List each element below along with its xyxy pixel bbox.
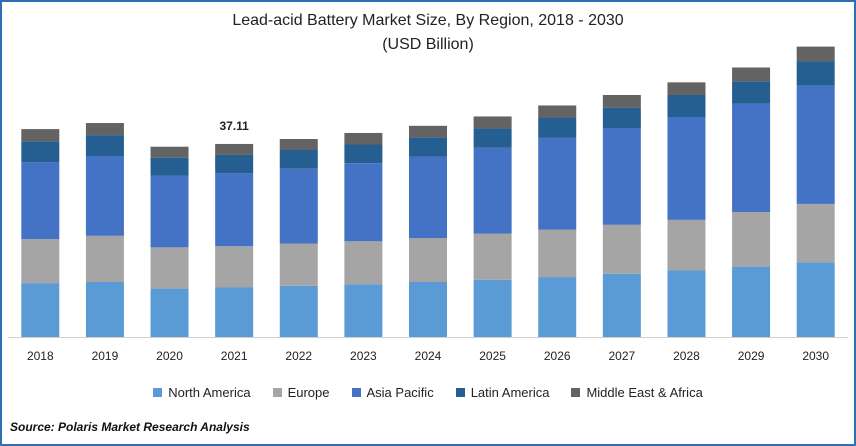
bar-2021-north-america [215,287,254,337]
bar-2018-europe [21,239,60,284]
bar-2029-europe [732,212,771,267]
x-tick-label-2022: 2022 [285,349,312,363]
bar-2028-latin-america [667,95,706,117]
legend-item-latin-america: Latin America [455,385,550,400]
x-tick-label-2021: 2021 [221,349,248,363]
chart-subtitle: (USD Billion) [382,36,474,53]
bar-2025-middle-east-africa [473,116,512,129]
bar-2018-latin-america [21,141,60,163]
chart-legend: North America Europe Asia Pacific Latin Ame… [0,385,856,400]
bar-2025-europe [473,233,512,280]
legend-item-asia-pacific: Asia Pacific [351,385,434,400]
bar-2023-middle-east-africa [344,132,383,145]
bar-2028-north-america [667,270,706,337]
bar-2027-asia-pacific [602,128,641,225]
source-note: Source: Polaris Market Research Analysis [10,420,250,434]
bar-2026-europe [538,229,577,278]
bar-2030-north-america [796,262,835,337]
bar-2019-asia-pacific [85,156,124,236]
x-tick-label-2025: 2025 [479,349,506,363]
bar-2021-asia-pacific [215,173,254,247]
bar-2022-middle-east-africa [279,139,318,150]
bar-2027-north-america [602,273,641,337]
bar-2022-north-america [279,285,318,337]
bar-2021-middle-east-africa [215,143,254,155]
x-tick-label-2018: 2018 [27,349,54,363]
bar-2021-europe [215,246,254,288]
bar-2030-latin-america [796,61,835,86]
bar-2018-asia-pacific [21,162,60,240]
legend-swatch [571,388,581,397]
chart-title: Lead-acid Battery Market Size, By Region… [232,12,624,29]
bar-2018-middle-east-africa [21,129,60,142]
bar-2020-latin-america [150,157,189,176]
bar-2027-middle-east-africa [602,95,641,108]
legend-item-north-america: North America [153,385,251,400]
bar-2029-middle-east-africa [732,67,771,82]
legend-swatch [455,388,465,397]
bar-2029-asia-pacific [732,103,771,213]
bar-2019-middle-east-africa [85,123,124,136]
legend-swatch [272,388,282,397]
bar-2022-europe [279,243,318,286]
bar-2020-europe [150,247,189,289]
legend-item-europe: Europe [272,385,330,400]
legend-swatch [351,388,361,397]
bar-2027-europe [602,224,641,274]
bar-2018-north-america [21,283,60,337]
x-tick-label-2026: 2026 [544,349,571,363]
x-tick-label-2024: 2024 [415,349,442,363]
bar-2028-asia-pacific [667,117,706,220]
bar-2023-north-america [344,284,383,337]
bar-2030-europe [796,203,835,263]
bar-2021-latin-america [215,154,254,174]
x-tick-label-2023: 2023 [350,349,377,363]
bar-2019-latin-america [85,135,124,157]
data-label-2021: 37.11 [219,119,249,133]
bar-2027-latin-america [602,107,641,128]
x-tick-label-2028: 2028 [673,349,700,363]
bar-2020-north-america [150,288,189,337]
legend-label: Asia Pacific [366,385,434,400]
bar-2024-latin-america [409,137,447,157]
bar-2026-north-america [538,277,577,337]
bar-2022-asia-pacific [279,168,318,244]
bar-2026-middle-east-africa [538,105,577,118]
bar-2026-latin-america [538,117,577,138]
bar-2019-europe [85,235,124,282]
x-tick-label-2027: 2027 [608,349,635,363]
bar-2030-asia-pacific [796,85,835,204]
x-tick-label-2029: 2029 [738,349,765,363]
bar-2028-middle-east-africa [667,82,706,95]
bar-2030-middle-east-africa [796,46,835,62]
bar-2025-latin-america [473,128,512,148]
bar-2023-europe [344,241,383,285]
legend-label: Latin America [470,385,550,400]
bar-2023-asia-pacific [344,163,383,242]
bar-2026-asia-pacific [538,137,577,230]
bar-2023-latin-america [344,144,383,164]
bar-2024-europe [409,238,447,282]
bar-2019-north-america [85,282,124,337]
legend-label: Europe [287,385,330,400]
legend-item-middle-east-africa: Middle East & Africa [571,385,703,400]
bar-2020-middle-east-africa [150,146,189,158]
x-tick-label-2020: 2020 [156,349,183,363]
bar-2029-latin-america [732,81,771,104]
bar-2020-asia-pacific [150,175,189,248]
legend-swatch [153,388,163,397]
bar-2024-north-america [409,282,447,337]
bar-2024-asia-pacific [409,156,447,238]
bar-2029-north-america [732,266,771,337]
x-tick-label-2030: 2030 [802,349,829,363]
bar-2025-north-america [473,279,512,337]
stacked-bar-chart: 2018 2019 2020 37.11 2021 2022 2023 2024 2025 202… [8,46,848,363]
bar-2025-asia-pacific [473,147,512,234]
legend-label: Middle East & Africa [586,385,703,400]
legend-label: North America [168,385,251,400]
bar-2022-latin-america [279,150,318,169]
x-tick-label-2019: 2019 [92,349,119,363]
bar-2024-middle-east-africa [409,125,447,138]
bar-2028-europe [667,219,706,271]
